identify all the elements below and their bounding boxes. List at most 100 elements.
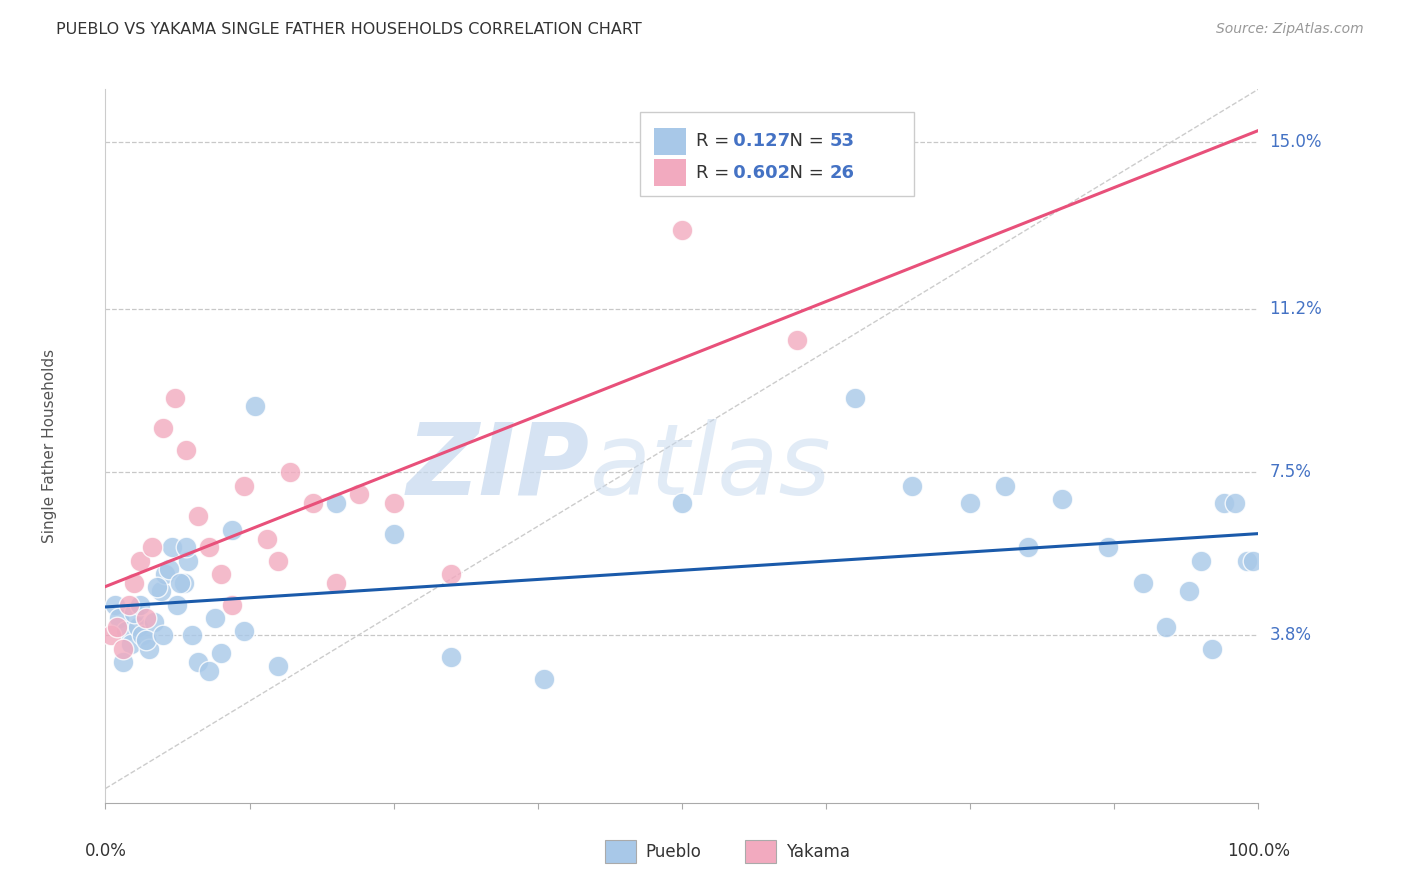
Point [100, 628, 122, 642]
Point [129, 553, 152, 567]
Point [120, 637, 142, 651]
Point [135, 611, 157, 625]
Point [382, 496, 405, 510]
Point [232, 478, 254, 492]
Point [278, 466, 301, 480]
Point [166, 598, 188, 612]
Point [138, 641, 160, 656]
Point [169, 575, 191, 590]
Text: 7.5%: 7.5% [1270, 464, 1312, 482]
Text: 53: 53 [830, 132, 855, 150]
Point [180, 628, 204, 642]
Point [325, 496, 347, 510]
Point [104, 598, 127, 612]
Point [1052, 491, 1074, 506]
Point [1241, 553, 1264, 567]
Point [1236, 553, 1258, 567]
Point [152, 421, 174, 435]
Point [440, 650, 463, 665]
Text: R =: R = [696, 132, 735, 150]
Text: 100.0%: 100.0% [1227, 842, 1289, 860]
Point [204, 611, 226, 625]
Text: ZIP: ZIP [406, 419, 589, 516]
Point [1212, 496, 1234, 510]
Text: 15.0%: 15.0% [1270, 133, 1322, 151]
Point [129, 598, 152, 612]
Point [1189, 553, 1212, 567]
Point [959, 496, 981, 510]
Point [267, 553, 290, 567]
Point [994, 478, 1017, 492]
Point [111, 641, 134, 656]
Text: atlas: atlas [589, 419, 831, 516]
Text: Single Father Households: Single Father Households [42, 349, 58, 543]
Point [1225, 496, 1247, 510]
Point [1132, 575, 1154, 590]
Point [155, 566, 177, 581]
Point [124, 607, 146, 621]
Point [105, 619, 128, 633]
Point [232, 624, 254, 638]
Point [267, 659, 290, 673]
Point [162, 541, 184, 555]
Point [1201, 641, 1223, 656]
Point [1017, 541, 1039, 555]
Point [177, 553, 200, 567]
Point [157, 562, 180, 576]
Point [117, 598, 139, 612]
Point [844, 391, 866, 405]
Text: 11.2%: 11.2% [1270, 301, 1322, 318]
Point [124, 575, 146, 590]
Point [174, 443, 197, 458]
Point [440, 566, 463, 581]
Text: 26: 26 [830, 163, 855, 181]
Point [163, 391, 186, 405]
Point [671, 223, 693, 237]
Point [1097, 541, 1119, 555]
Point [1154, 619, 1177, 633]
Point [198, 541, 221, 555]
Text: PUEBLO VS YAKAMA SINGLE FATHER HOUSEHOLDS CORRELATION CHART: PUEBLO VS YAKAMA SINGLE FATHER HOUSEHOLD… [56, 22, 643, 37]
Point [671, 496, 693, 510]
Point [325, 575, 347, 590]
Point [901, 478, 924, 492]
Point [221, 598, 243, 612]
Point [187, 655, 209, 669]
Text: 3.8%: 3.8% [1270, 626, 1312, 644]
Point [209, 566, 232, 581]
Text: 0.0%: 0.0% [84, 842, 127, 860]
Point [115, 624, 138, 638]
Text: Pueblo: Pueblo [645, 843, 702, 861]
Text: 0.602: 0.602 [727, 163, 790, 181]
Point [152, 628, 174, 642]
Text: Yakama: Yakama [786, 843, 851, 861]
Point [135, 632, 157, 647]
Point [142, 615, 165, 630]
Point [198, 664, 221, 678]
Point [141, 541, 163, 555]
Text: Source: ZipAtlas.com: Source: ZipAtlas.com [1216, 22, 1364, 37]
Text: N =: N = [778, 132, 830, 150]
Point [174, 541, 197, 555]
Point [127, 619, 149, 633]
Point [108, 611, 131, 625]
Point [786, 333, 808, 347]
Point [209, 646, 232, 660]
Text: N =: N = [778, 163, 830, 181]
Point [146, 580, 169, 594]
Point [256, 532, 278, 546]
Point [1178, 584, 1201, 599]
Text: 0.127: 0.127 [727, 132, 790, 150]
Point [173, 575, 195, 590]
Point [149, 584, 172, 599]
Point [382, 527, 405, 541]
Point [302, 496, 325, 510]
Point [221, 523, 243, 537]
Point [347, 487, 370, 501]
Point [187, 509, 209, 524]
Point [245, 400, 267, 414]
Point [111, 655, 134, 669]
Point [131, 628, 153, 642]
Point [533, 673, 555, 687]
Text: R =: R = [696, 163, 735, 181]
